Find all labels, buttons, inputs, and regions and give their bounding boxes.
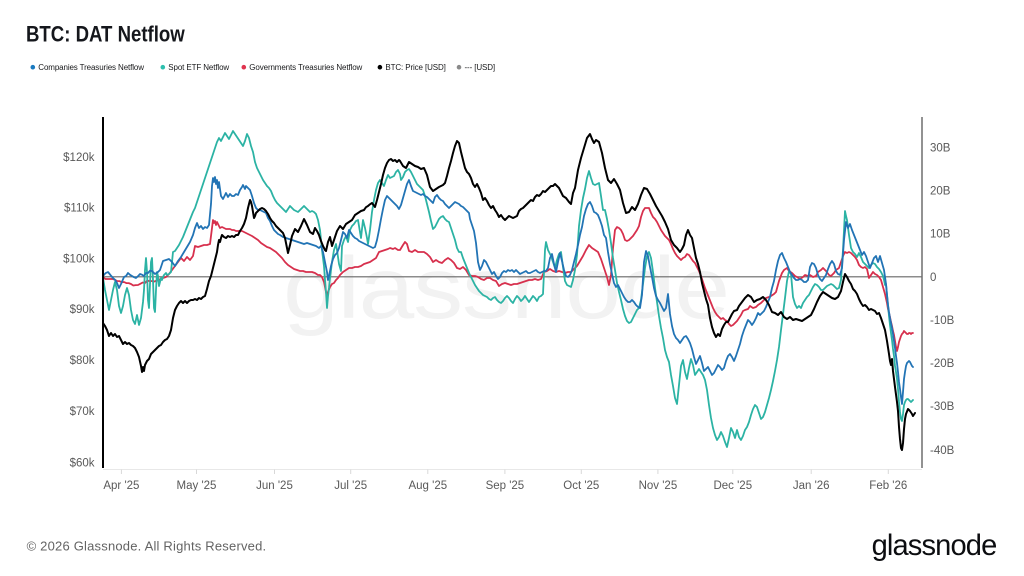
svg-text:0: 0 xyxy=(930,272,936,284)
svg-text:Feb '26: Feb '26 xyxy=(869,480,907,492)
svg-text:$90k: $90k xyxy=(70,304,95,316)
svg-text:Oct '25: Oct '25 xyxy=(563,480,599,492)
svg-text:$70k: $70k xyxy=(70,406,95,418)
svg-text:$100k: $100k xyxy=(63,253,95,265)
svg-text:Jul '25: Jul '25 xyxy=(334,480,367,492)
svg-text:-40B: -40B xyxy=(930,445,955,457)
svg-text:Companies Treasuries Netflow: Companies Treasuries Netflow xyxy=(38,63,144,72)
svg-text:$60k: $60k xyxy=(70,458,95,470)
svg-text:$80k: $80k xyxy=(70,355,95,367)
svg-text:$110k: $110k xyxy=(64,203,95,215)
svg-text:Governments Treasuries Netflow: Governments Treasuries Netflow xyxy=(249,63,362,72)
svg-text:Jun '25: Jun '25 xyxy=(256,480,293,492)
svg-text:--- [USD]: --- [USD] xyxy=(465,63,495,72)
svg-text:30B: 30B xyxy=(930,142,951,154)
svg-text:-10B: -10B xyxy=(930,315,955,327)
svg-text:glassnode: glassnode xyxy=(283,239,729,336)
svg-text:Dec '25: Dec '25 xyxy=(713,480,752,492)
svg-text:glassnode: glassnode xyxy=(872,529,997,562)
svg-text:Jan '26: Jan '26 xyxy=(793,480,830,492)
svg-text:May '25: May '25 xyxy=(177,480,217,492)
svg-text:Spot ETF Netflow: Spot ETF Netflow xyxy=(168,63,229,72)
svg-text:-30B: -30B xyxy=(930,401,955,413)
svg-text:BTC: DAT Netflow: BTC: DAT Netflow xyxy=(26,23,185,47)
svg-text:Apr '25: Apr '25 xyxy=(103,480,139,492)
svg-text:10B: 10B xyxy=(930,229,951,241)
svg-text:Sep '25: Sep '25 xyxy=(486,480,525,492)
svg-text:20B: 20B xyxy=(930,186,951,198)
svg-text:-20B: -20B xyxy=(930,358,955,370)
svg-text:$120k: $120k xyxy=(63,152,95,164)
svg-text:Aug '25: Aug '25 xyxy=(408,480,447,492)
svg-text:Nov '25: Nov '25 xyxy=(639,480,678,492)
svg-text:© 2026 Glassnode. All Rights R: © 2026 Glassnode. All Rights Reserved. xyxy=(27,538,267,553)
svg-text:BTC: Price [USD]: BTC: Price [USD] xyxy=(385,63,445,72)
